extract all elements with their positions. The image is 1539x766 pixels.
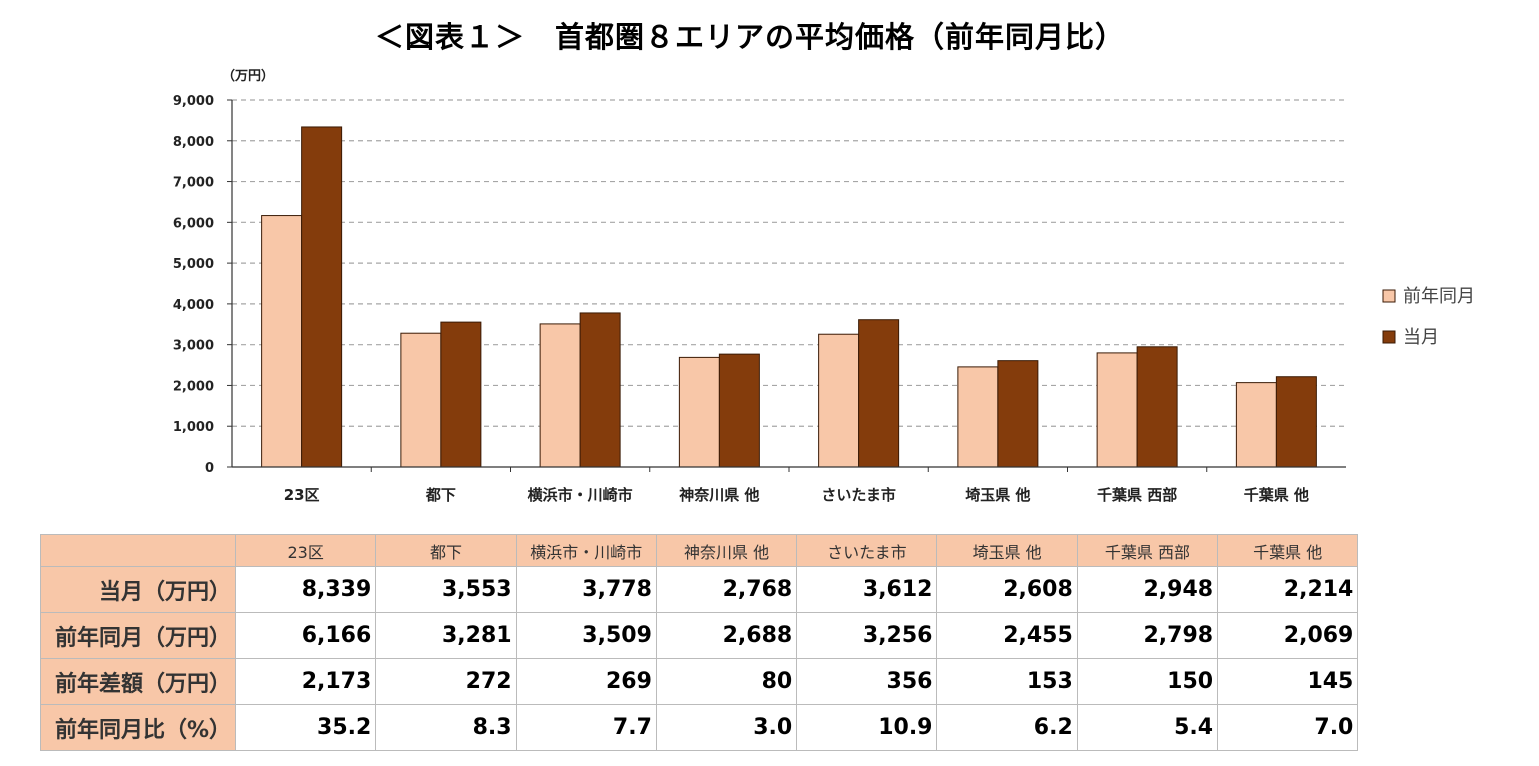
legend-swatch <box>1382 330 1396 344</box>
chart-title: ＜図表１＞ 首都圏８エリアの平均価格（前年同月比） <box>374 20 1125 54</box>
grid-lines <box>232 99 1346 427</box>
table-cell: 2,173 <box>234 658 377 705</box>
table-row: 前年差額（万円） 2,173 272 269 80 356 153 150 145 <box>40 658 1359 705</box>
y-tick-label: 7,000 <box>173 176 214 191</box>
x-category-label: 都下 <box>425 486 456 504</box>
table-column-header: 横浜市・川崎市 <box>515 534 657 567</box>
table-cell: 8.3 <box>375 704 517 751</box>
bar-prev-year <box>957 366 999 468</box>
bar-current <box>440 321 482 468</box>
y-tick-labels: 0 1,000 2,000 3,000 4,000 5,000 6,000 7,000 8,00… <box>173 94 214 476</box>
table-column-header: さいたま市 <box>796 534 938 567</box>
table-row: 当月（万円） 8,339 3,553 3,778 2,768 3,612 2,608 2,94… <box>40 566 1359 613</box>
x-category-label: 神奈川県 他 <box>679 486 759 504</box>
table-row-label: 前年同月比（%） <box>40 704 236 751</box>
table-cell: 272 <box>375 658 517 705</box>
table-row-label: 当月（万円） <box>40 566 236 613</box>
bar-prev-year <box>539 323 581 468</box>
table-cell: 3,256 <box>796 612 938 659</box>
table-column-header: 23区 <box>234 534 377 567</box>
table-cell: 7.7 <box>515 704 657 751</box>
table-cell: 8,339 <box>234 566 377 613</box>
y-tick-label: 1,000 <box>173 420 214 435</box>
bar-prev-year <box>400 332 442 468</box>
data-table: 23区 都下 横浜市・川崎市 神奈川県 他さいたま市 埼玉県 他千葉県 西部 千葉県 他当… <box>40 534 1359 751</box>
table-cell: 2,455 <box>936 612 1078 659</box>
table-cell: 150 <box>1076 658 1219 705</box>
bar-current <box>1136 346 1178 468</box>
legend-label: 前年同月 <box>1403 286 1475 307</box>
bar-current <box>997 360 1039 468</box>
legend-label: 当月 <box>1403 327 1439 348</box>
axes <box>227 99 1346 472</box>
bar-prev-year <box>261 215 303 468</box>
x-category-label: 横浜市・川崎市 <box>528 486 633 504</box>
bar-current <box>858 319 900 468</box>
y-tick-label: 2,000 <box>173 379 214 394</box>
table-cell: 2,688 <box>655 612 798 659</box>
table-row: 前年同月比（%） 35.2 8.3 7.7 3.0 10.9 6.2 5.4 7.0 <box>40 704 1359 751</box>
table-column-header: 都下 <box>375 534 517 567</box>
x-category-label: さいたま市 <box>821 486 896 504</box>
table-cell: 3,778 <box>515 566 657 613</box>
bar-current <box>718 353 760 468</box>
table-cell: 145 <box>1217 658 1359 705</box>
table-cell: 3.0 <box>655 704 798 751</box>
table-cell: 2,768 <box>655 566 798 613</box>
table-row: 前年同月（万円） 6,166 3,281 3,509 2,688 3,256 2,455 2,… <box>40 612 1359 659</box>
table-cell: 2,948 <box>1076 566 1219 613</box>
bar-prev-year <box>818 333 860 468</box>
bar-prev-year <box>1235 382 1277 468</box>
x-category-label: 千葉県 西部 <box>1097 486 1177 504</box>
table-cell: 269 <box>515 658 657 705</box>
bar-prev-year <box>1096 352 1138 468</box>
y-tick-label: 4,000 <box>173 298 214 313</box>
table-header-row: 23区 都下 横浜市・川崎市 神奈川県 他さいたま市 埼玉県 他千葉県 西部 千葉県 他 <box>40 534 1359 567</box>
table-cell: 7.0 <box>1217 704 1359 751</box>
table-column-header: 神奈川県 他 <box>655 534 798 567</box>
table-row-label: 前年同月（万円） <box>40 612 236 659</box>
y-tick-label: 8,000 <box>173 135 214 150</box>
bars <box>261 126 1317 468</box>
table-cell: 3,509 <box>515 612 657 659</box>
x-category-label: 千葉県 他 <box>1244 486 1309 504</box>
bar-prev-year <box>678 356 720 468</box>
y-tick-label: 0 <box>205 461 214 476</box>
table-cell: 10.9 <box>796 704 938 751</box>
table-cell: 3,612 <box>796 566 938 613</box>
table-cell: 6.2 <box>936 704 1078 751</box>
legend-swatch <box>1382 289 1396 303</box>
table-cell: 3,281 <box>375 612 517 659</box>
table-corner-cell <box>40 534 236 567</box>
y-unit-label: （万円） <box>222 68 274 84</box>
table-cell: 2,608 <box>936 566 1078 613</box>
table-column-header: 埼玉県 他 <box>936 534 1078 567</box>
x-category-label: 23区 <box>284 486 320 504</box>
table-column-header: 千葉県 他 <box>1217 534 1359 567</box>
y-tick-label: 5,000 <box>173 257 214 272</box>
table-cell: 2,798 <box>1076 612 1219 659</box>
table-cell: 2,214 <box>1217 566 1359 613</box>
table-cell: 2,069 <box>1217 612 1359 659</box>
y-tick-label: 3,000 <box>173 339 214 354</box>
table-cell: 356 <box>796 658 938 705</box>
bar-chart: （万円） 0 1,000 2,000 3,000 4,000 5,000 6,000 7,00… <box>173 68 1475 504</box>
table-cell: 35.2 <box>234 704 377 751</box>
table-cell: 5.4 <box>1076 704 1219 751</box>
bar-current <box>1275 376 1317 468</box>
bar-current <box>301 126 343 468</box>
x-category-label: 埼玉県 他 <box>965 486 1030 504</box>
table-cell: 6,166 <box>234 612 377 659</box>
table-cell: 3,553 <box>375 566 517 613</box>
bar-current <box>579 312 621 468</box>
table-column-header: 千葉県 西部 <box>1076 534 1219 567</box>
y-tick-label: 6,000 <box>173 216 214 231</box>
table-cell: 80 <box>655 658 798 705</box>
table-row-label: 前年差額（万円） <box>40 658 236 705</box>
y-tick-label: 9,000 <box>173 94 214 109</box>
table-cell: 153 <box>936 658 1078 705</box>
x-category-labels: 23区 都下 横浜市・川崎市 神奈川県 他 さいたま市 埼玉県 他 千葉県 西部 千葉県 他 <box>284 486 1309 504</box>
